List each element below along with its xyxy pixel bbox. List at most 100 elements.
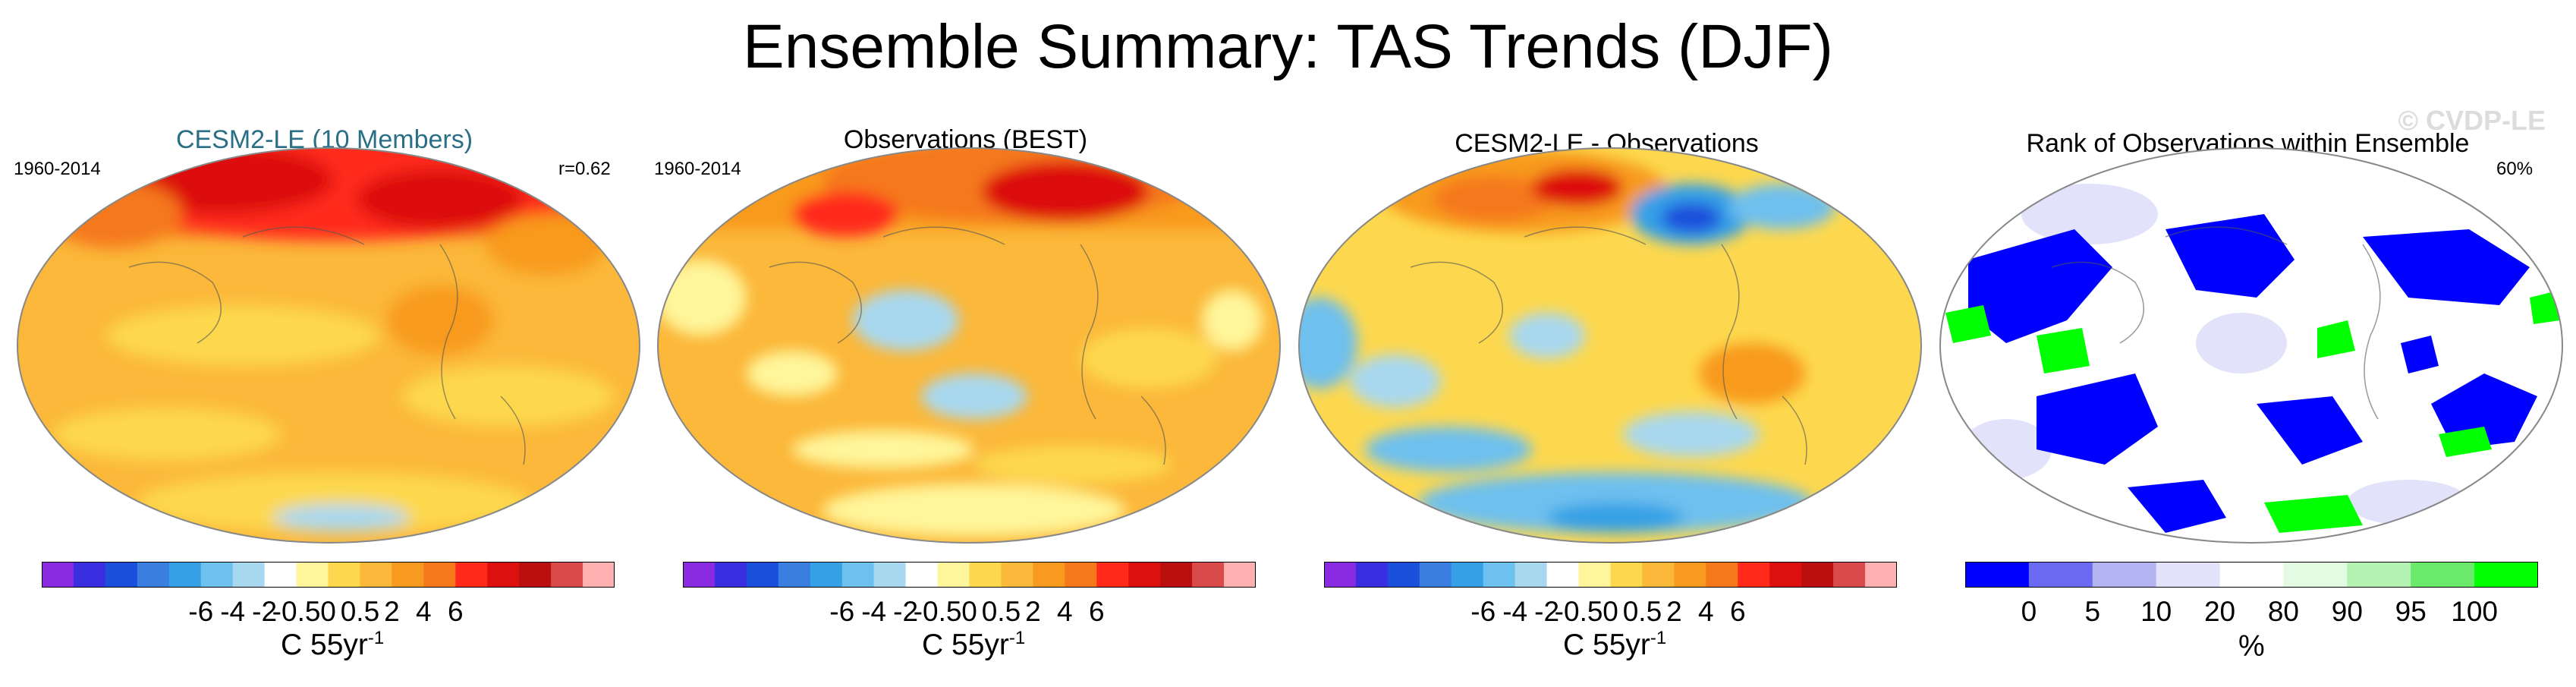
- colorbar-tick-label: 0: [320, 596, 336, 627]
- colorbar-tick-label: 6: [1088, 596, 1105, 627]
- colorbar-swatch: [683, 562, 716, 588]
- map-observations: [657, 147, 1281, 544]
- colorbar-swatch: [1355, 562, 1389, 588]
- colorbar-tick-label: 10: [2140, 596, 2172, 627]
- colorbar-swatch: [1738, 562, 1770, 588]
- colorbar-tick-label: 0: [2021, 596, 2037, 627]
- colorbar-swatch: [200, 562, 234, 588]
- colorbar-swatch: [969, 562, 1002, 588]
- colorbar-swatch: [2219, 562, 2284, 588]
- colorbar-swatch: [1610, 562, 1643, 588]
- colorbar-tick-label: 2: [384, 596, 400, 627]
- colorbar-tick-label: 4: [1698, 596, 1714, 627]
- percent-label-rank: 60%: [2496, 159, 2534, 179]
- colorbar-swatch: [714, 562, 747, 588]
- colorbar-tick-label: -4: [220, 596, 246, 627]
- colorbar-swatch: [232, 562, 266, 588]
- colorbar-swatch: [2283, 562, 2348, 588]
- colorbar-tick-label: 6: [447, 596, 464, 627]
- colorbar-swatch: [1965, 562, 2030, 588]
- colorbar-swatch: [2474, 562, 2538, 588]
- colorbar-swatch: [583, 562, 615, 588]
- colorbar-tick-label: -0.5: [913, 596, 962, 627]
- colorbar-swatch: [841, 562, 875, 588]
- colorbar-swatch: [1514, 562, 1548, 588]
- colorbar-tick-label: -4: [861, 596, 887, 627]
- colorbar-tick-label: 0.5: [1622, 596, 1662, 627]
- colorbar-swatch: [1192, 562, 1225, 588]
- colorbar-unit-cesm: C 55yr-1: [281, 628, 385, 661]
- colorbar-observations: [683, 562, 1256, 588]
- colorbar-tick-label: -2: [893, 596, 919, 627]
- colorbar-swatch: [1865, 562, 1897, 588]
- colorbar-tick-label: 4: [416, 596, 432, 627]
- colorbar-outline: [42, 562, 615, 588]
- colorbar-tick-label: 90: [2331, 596, 2363, 627]
- colorbar-swatch: [2092, 562, 2157, 588]
- colorbar-swatch: [1578, 562, 1611, 588]
- colorbar-tick-label: 80: [2267, 596, 2300, 627]
- colorbar-swatch: [360, 562, 392, 588]
- colorbar-swatch: [455, 562, 488, 588]
- colorbar-swatch: [873, 562, 907, 588]
- colorbar-tick-label: 0.5: [981, 596, 1021, 627]
- colorbar-swatch: [1065, 562, 1097, 588]
- colorbar-unit-observations: C 55yr-1: [922, 628, 1026, 661]
- colorbar-swatch: [42, 562, 74, 588]
- colorbar-swatch: [423, 562, 456, 588]
- colorbar-tick-label: 20: [2203, 596, 2236, 627]
- colorbar-swatch: [519, 562, 552, 588]
- colorbar-tick-label: 4: [1057, 596, 1073, 627]
- colorbar-outline: [683, 562, 1256, 588]
- watermark: © CVDP-LE: [2398, 105, 2546, 136]
- colorbar-rank: [1965, 562, 2538, 588]
- colorbar-tick-label: -0.5: [272, 596, 321, 627]
- colorbar-swatch: [778, 562, 811, 588]
- colorbar-tick-label: -0.5: [1554, 596, 1603, 627]
- colorbar-swatch: [1769, 562, 1802, 588]
- colorbar-unit-difference: C 55yr-1: [1563, 628, 1667, 661]
- correlation-label-cesm: r=0.62: [558, 159, 611, 179]
- colorbar-swatch: [2347, 562, 2411, 588]
- colorbar-tick-label: -2: [1534, 596, 1560, 627]
- colorbar-swatch: [746, 562, 779, 588]
- colorbar-swatch: [905, 562, 939, 588]
- colorbar-swatch: [1706, 562, 1738, 588]
- colorbar-swatch: [2028, 562, 2093, 588]
- colorbar-swatch: [392, 562, 424, 588]
- colorbar-swatch: [1096, 562, 1129, 588]
- colorbar-swatch: [1674, 562, 1706, 588]
- colorbar-swatch: [1224, 562, 1256, 588]
- colorbar-swatch: [328, 562, 360, 588]
- period-label-obs: 1960-2014: [654, 159, 741, 179]
- colorbar-swatch: [73, 562, 106, 588]
- colorbar-swatch: [487, 562, 520, 588]
- colorbar-swatch: [105, 562, 138, 588]
- colorbar-swatch: [2156, 562, 2221, 588]
- colorbar-tick-label: -4: [1502, 596, 1528, 627]
- colorbar-outline: [1324, 562, 1897, 588]
- colorbar-swatch: [1160, 562, 1193, 588]
- colorbar-swatch: [264, 562, 297, 588]
- colorbar-swatch: [937, 562, 970, 588]
- colorbar-swatch: [810, 562, 843, 588]
- colorbar-swatch: [1451, 562, 1484, 588]
- colorbar-swatch: [1801, 562, 1834, 588]
- colorbar-swatch: [1001, 562, 1033, 588]
- colorbar-cesm: [42, 562, 615, 588]
- colorbar-tick-label: 0: [961, 596, 977, 627]
- colorbar-tick-label: -6: [829, 596, 855, 627]
- colorbar-tick-label: -6: [188, 596, 214, 627]
- colorbar-swatch: [1419, 562, 1452, 588]
- colorbar-tick-label: 0: [1603, 596, 1618, 627]
- colorbar-difference: [1324, 562, 1897, 588]
- colorbar-unit-rank: %: [2238, 630, 2265, 663]
- colorbar-outline: [1965, 562, 2538, 588]
- colorbar-tick-label: 0.5: [340, 596, 380, 627]
- map-difference: [1298, 147, 1922, 544]
- period-label-cesm: 1960-2014: [14, 159, 101, 179]
- colorbar-swatch: [1546, 562, 1580, 588]
- colorbar-tick-label: 2: [1666, 596, 1682, 627]
- colorbar-tick-label: -2: [252, 596, 278, 627]
- colorbar-swatch: [1642, 562, 1675, 588]
